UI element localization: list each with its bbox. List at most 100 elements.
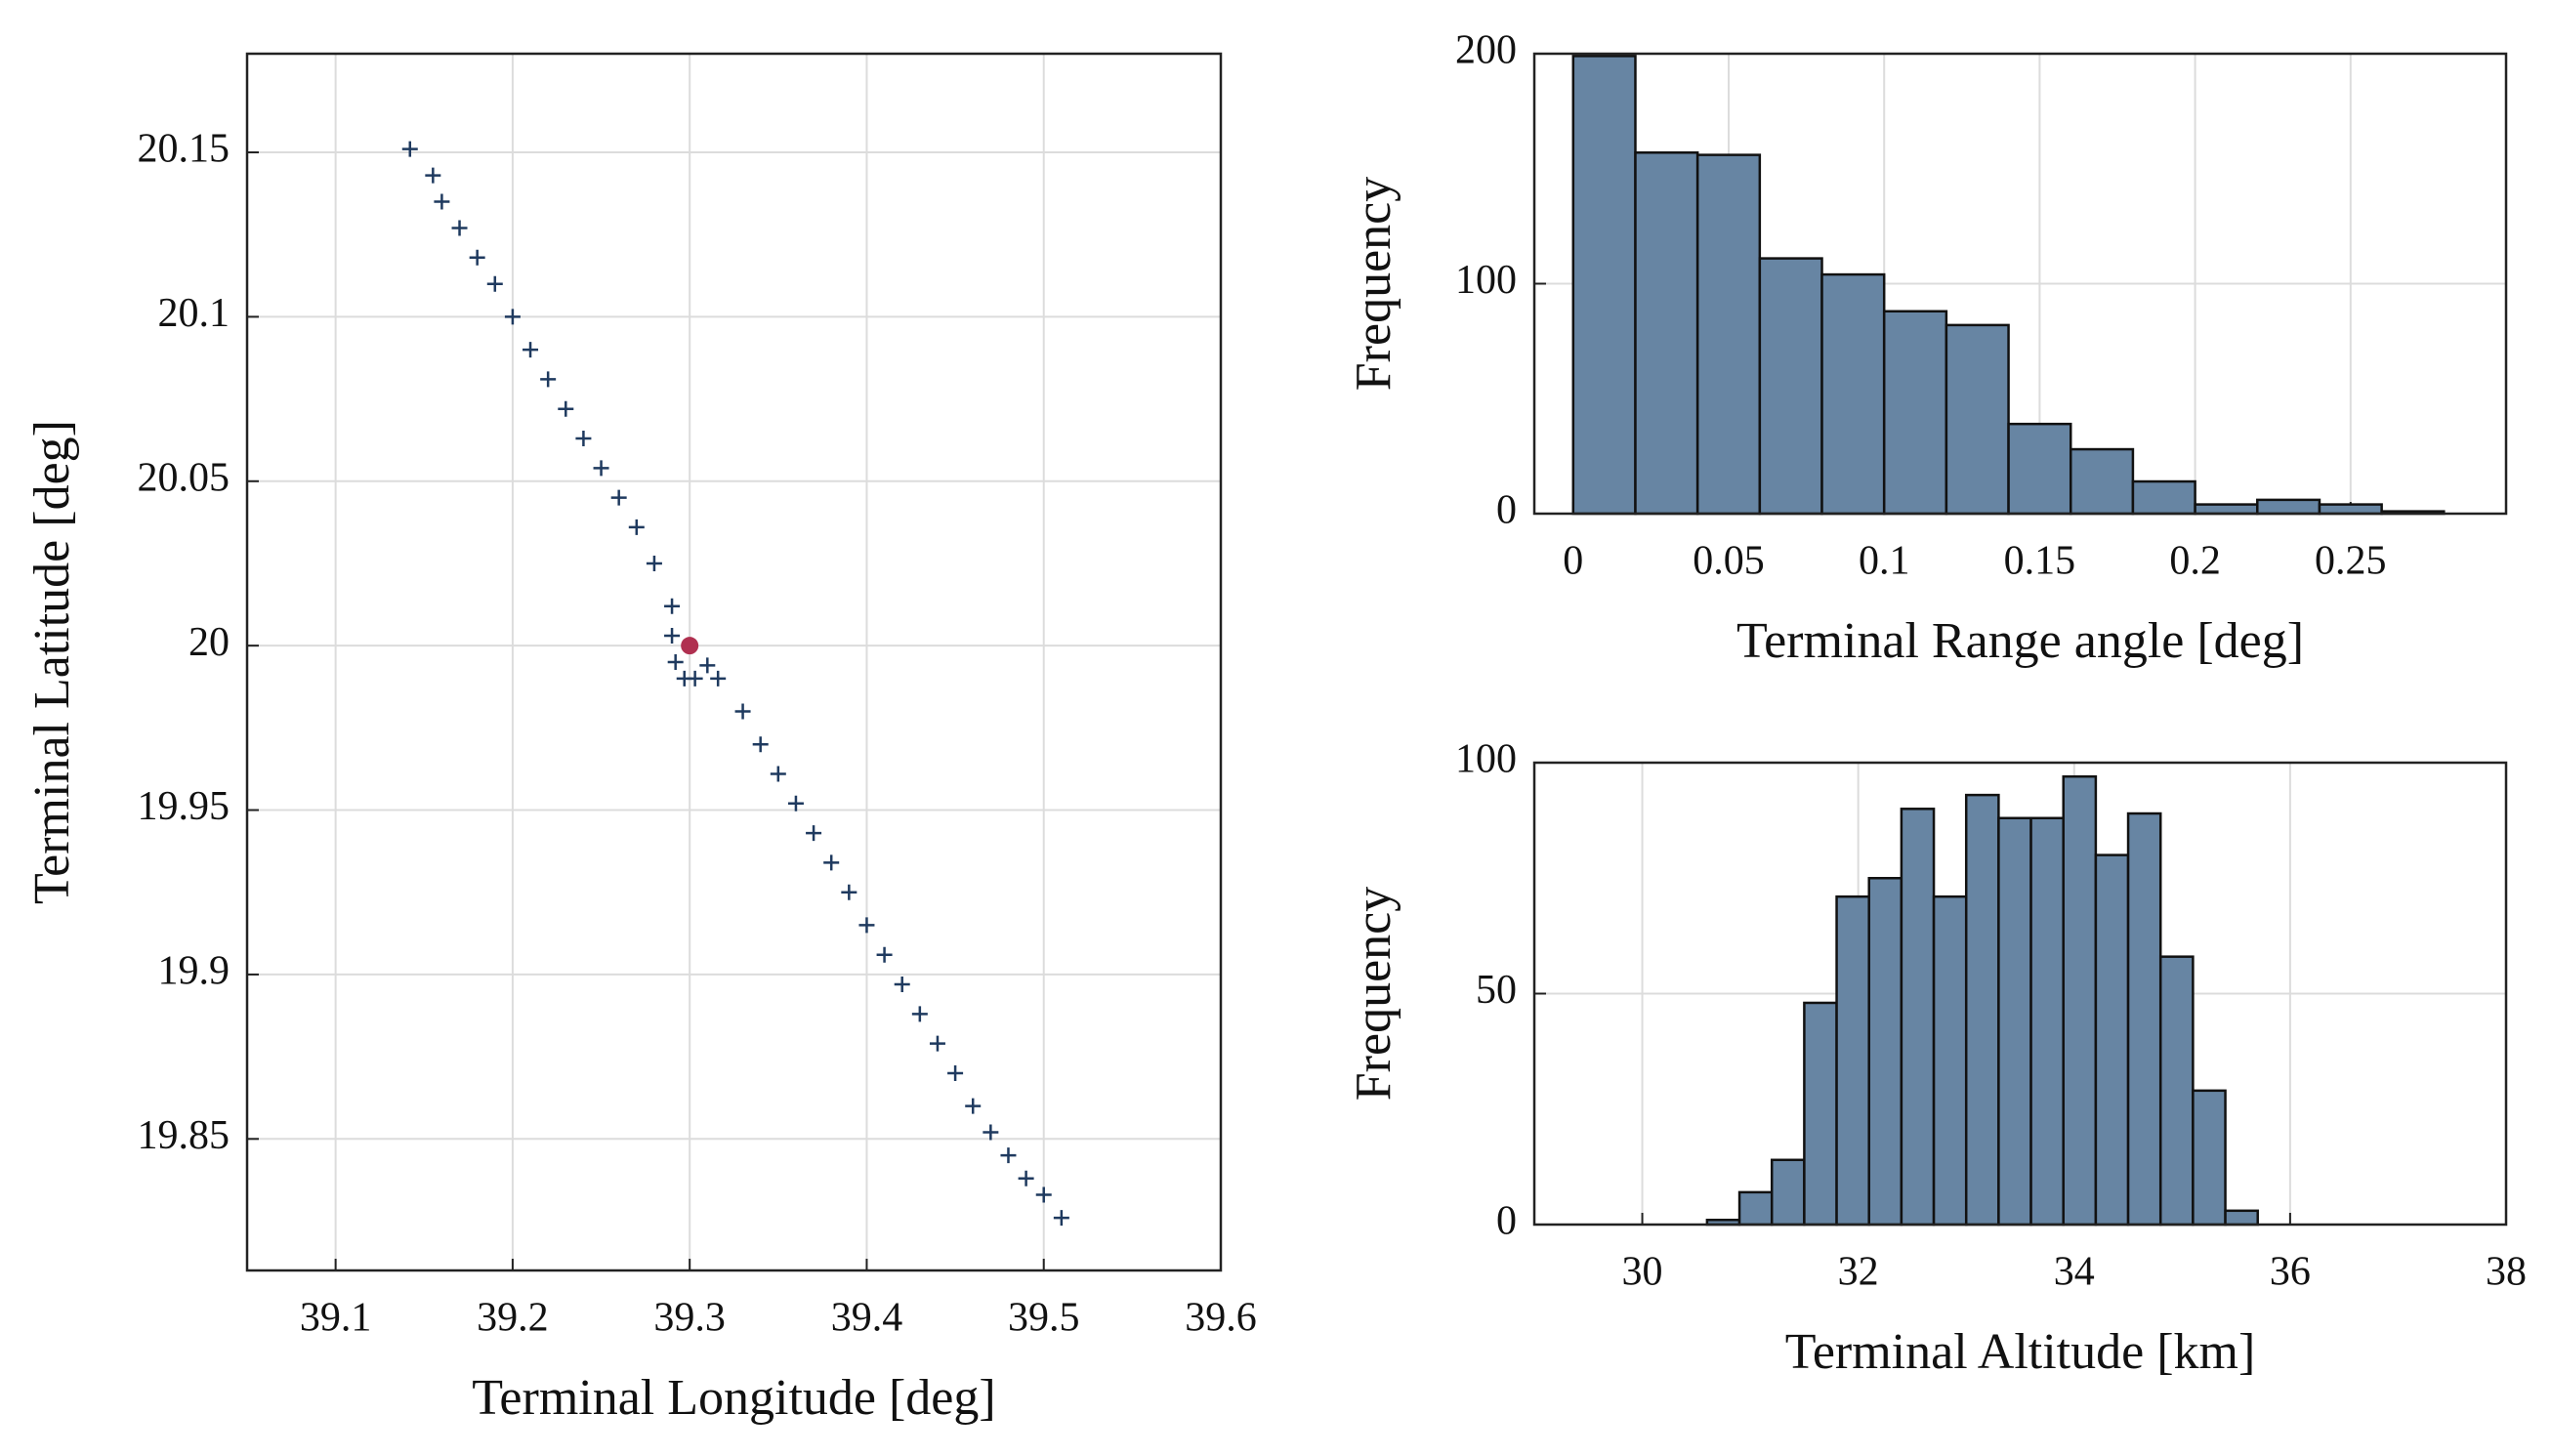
point bbox=[841, 884, 857, 900]
x-tick-label: 0.05 bbox=[1693, 539, 1765, 584]
bar bbox=[2094, 853, 2130, 1227]
x-tick-label: 32 bbox=[1838, 1250, 1879, 1295]
bar bbox=[2192, 1089, 2227, 1227]
point bbox=[858, 917, 875, 934]
bar bbox=[1803, 1001, 1838, 1227]
point bbox=[806, 825, 822, 842]
bar bbox=[2126, 811, 2162, 1227]
y-tick-label: 19.95 bbox=[138, 784, 230, 829]
point bbox=[1035, 1186, 1052, 1203]
x-tick-label: 0.25 bbox=[2315, 539, 2387, 584]
y-tick-label: 19.9 bbox=[158, 949, 230, 994]
bar bbox=[2069, 447, 2135, 516]
x-axis-label: Terminal Longitude [deg] bbox=[472, 1370, 995, 1426]
point bbox=[575, 431, 592, 447]
point bbox=[752, 736, 769, 753]
bar bbox=[1695, 153, 1762, 516]
point bbox=[593, 460, 609, 477]
bar bbox=[1634, 151, 1699, 516]
point bbox=[876, 946, 893, 963]
y-tick-label: 0 bbox=[1496, 488, 1517, 533]
y-axis-label: Terminal Latitude [deg] bbox=[24, 420, 80, 904]
point bbox=[929, 1035, 945, 1052]
y-tick-label: 200 bbox=[1455, 28, 1517, 73]
bar bbox=[1997, 816, 2032, 1227]
x-tick-label: 0.15 bbox=[2004, 539, 2076, 584]
point bbox=[558, 400, 574, 417]
bar bbox=[2318, 503, 2383, 516]
point bbox=[911, 1006, 928, 1022]
point bbox=[770, 766, 786, 782]
point bbox=[486, 275, 503, 292]
x-tick-label: 39.3 bbox=[653, 1296, 726, 1341]
bar bbox=[1964, 793, 2000, 1227]
point bbox=[947, 1064, 964, 1081]
bar bbox=[1820, 272, 1886, 516]
bar bbox=[1770, 1158, 1806, 1227]
y-tick-label: 50 bbox=[1476, 968, 1517, 1013]
point bbox=[610, 489, 627, 506]
y-tick-label: 20 bbox=[188, 620, 230, 665]
bar bbox=[1932, 894, 1968, 1227]
bar bbox=[1945, 323, 2010, 516]
x-tick-label: 38 bbox=[2486, 1250, 2527, 1295]
bar bbox=[1835, 894, 1870, 1227]
axes-frame bbox=[1532, 761, 2508, 1227]
x-tick-label: 0.1 bbox=[1859, 539, 1910, 584]
x-tick-label: 30 bbox=[1622, 1250, 1663, 1295]
point bbox=[787, 795, 804, 811]
point bbox=[681, 637, 699, 655]
x-tick-label: 39.1 bbox=[300, 1296, 372, 1341]
bar bbox=[1571, 55, 1637, 516]
point bbox=[734, 703, 751, 720]
y-tick-label: 20.1 bbox=[158, 291, 230, 336]
point bbox=[1000, 1147, 1017, 1164]
y-tick-label: 20.15 bbox=[138, 127, 230, 172]
axes-frame bbox=[1532, 52, 2508, 516]
point bbox=[451, 220, 468, 236]
bar bbox=[2029, 816, 2065, 1227]
point bbox=[710, 670, 727, 686]
point bbox=[1018, 1170, 1034, 1186]
y-tick-label: 100 bbox=[1455, 737, 1517, 782]
point bbox=[434, 193, 450, 210]
bar bbox=[2062, 774, 2098, 1227]
bar bbox=[1882, 310, 1948, 516]
bar bbox=[2007, 422, 2072, 516]
bar bbox=[1867, 877, 1903, 1227]
x-tick-label: 34 bbox=[2054, 1250, 2095, 1295]
point bbox=[965, 1098, 982, 1114]
bar bbox=[1900, 808, 1936, 1227]
point bbox=[523, 342, 539, 358]
point bbox=[1053, 1210, 1069, 1227]
point bbox=[401, 141, 418, 157]
point bbox=[504, 309, 521, 325]
point bbox=[667, 654, 684, 670]
y-tick-label: 19.85 bbox=[138, 1113, 230, 1158]
x-tick-label: 36 bbox=[2270, 1250, 2311, 1295]
x-tick-label: 39.4 bbox=[831, 1296, 903, 1341]
bar bbox=[2158, 955, 2195, 1227]
x-tick-label: 39.6 bbox=[1185, 1296, 1257, 1341]
x-tick-label: 0.2 bbox=[2169, 539, 2221, 584]
y-axis-label: Frequency bbox=[1346, 887, 1401, 1101]
point bbox=[664, 598, 681, 614]
bar bbox=[1737, 1190, 1774, 1227]
point bbox=[425, 167, 441, 184]
bar bbox=[2194, 503, 2259, 516]
point bbox=[687, 670, 703, 686]
bar bbox=[2131, 479, 2196, 516]
x-axis-label: Terminal Altitude [km] bbox=[1785, 1324, 2256, 1380]
point bbox=[823, 854, 840, 871]
point bbox=[646, 555, 662, 571]
y-tick-label: 0 bbox=[1496, 1199, 1517, 1244]
y-axis-label: Frequency bbox=[1346, 177, 1401, 391]
x-tick-label: 39.2 bbox=[477, 1296, 549, 1341]
x-tick-label: 0 bbox=[1563, 539, 1583, 584]
point bbox=[540, 371, 557, 388]
point bbox=[664, 628, 681, 645]
x-tick-label: 39.5 bbox=[1008, 1296, 1080, 1341]
bar bbox=[2256, 498, 2321, 516]
bar bbox=[1758, 257, 1823, 516]
point bbox=[469, 249, 485, 266]
